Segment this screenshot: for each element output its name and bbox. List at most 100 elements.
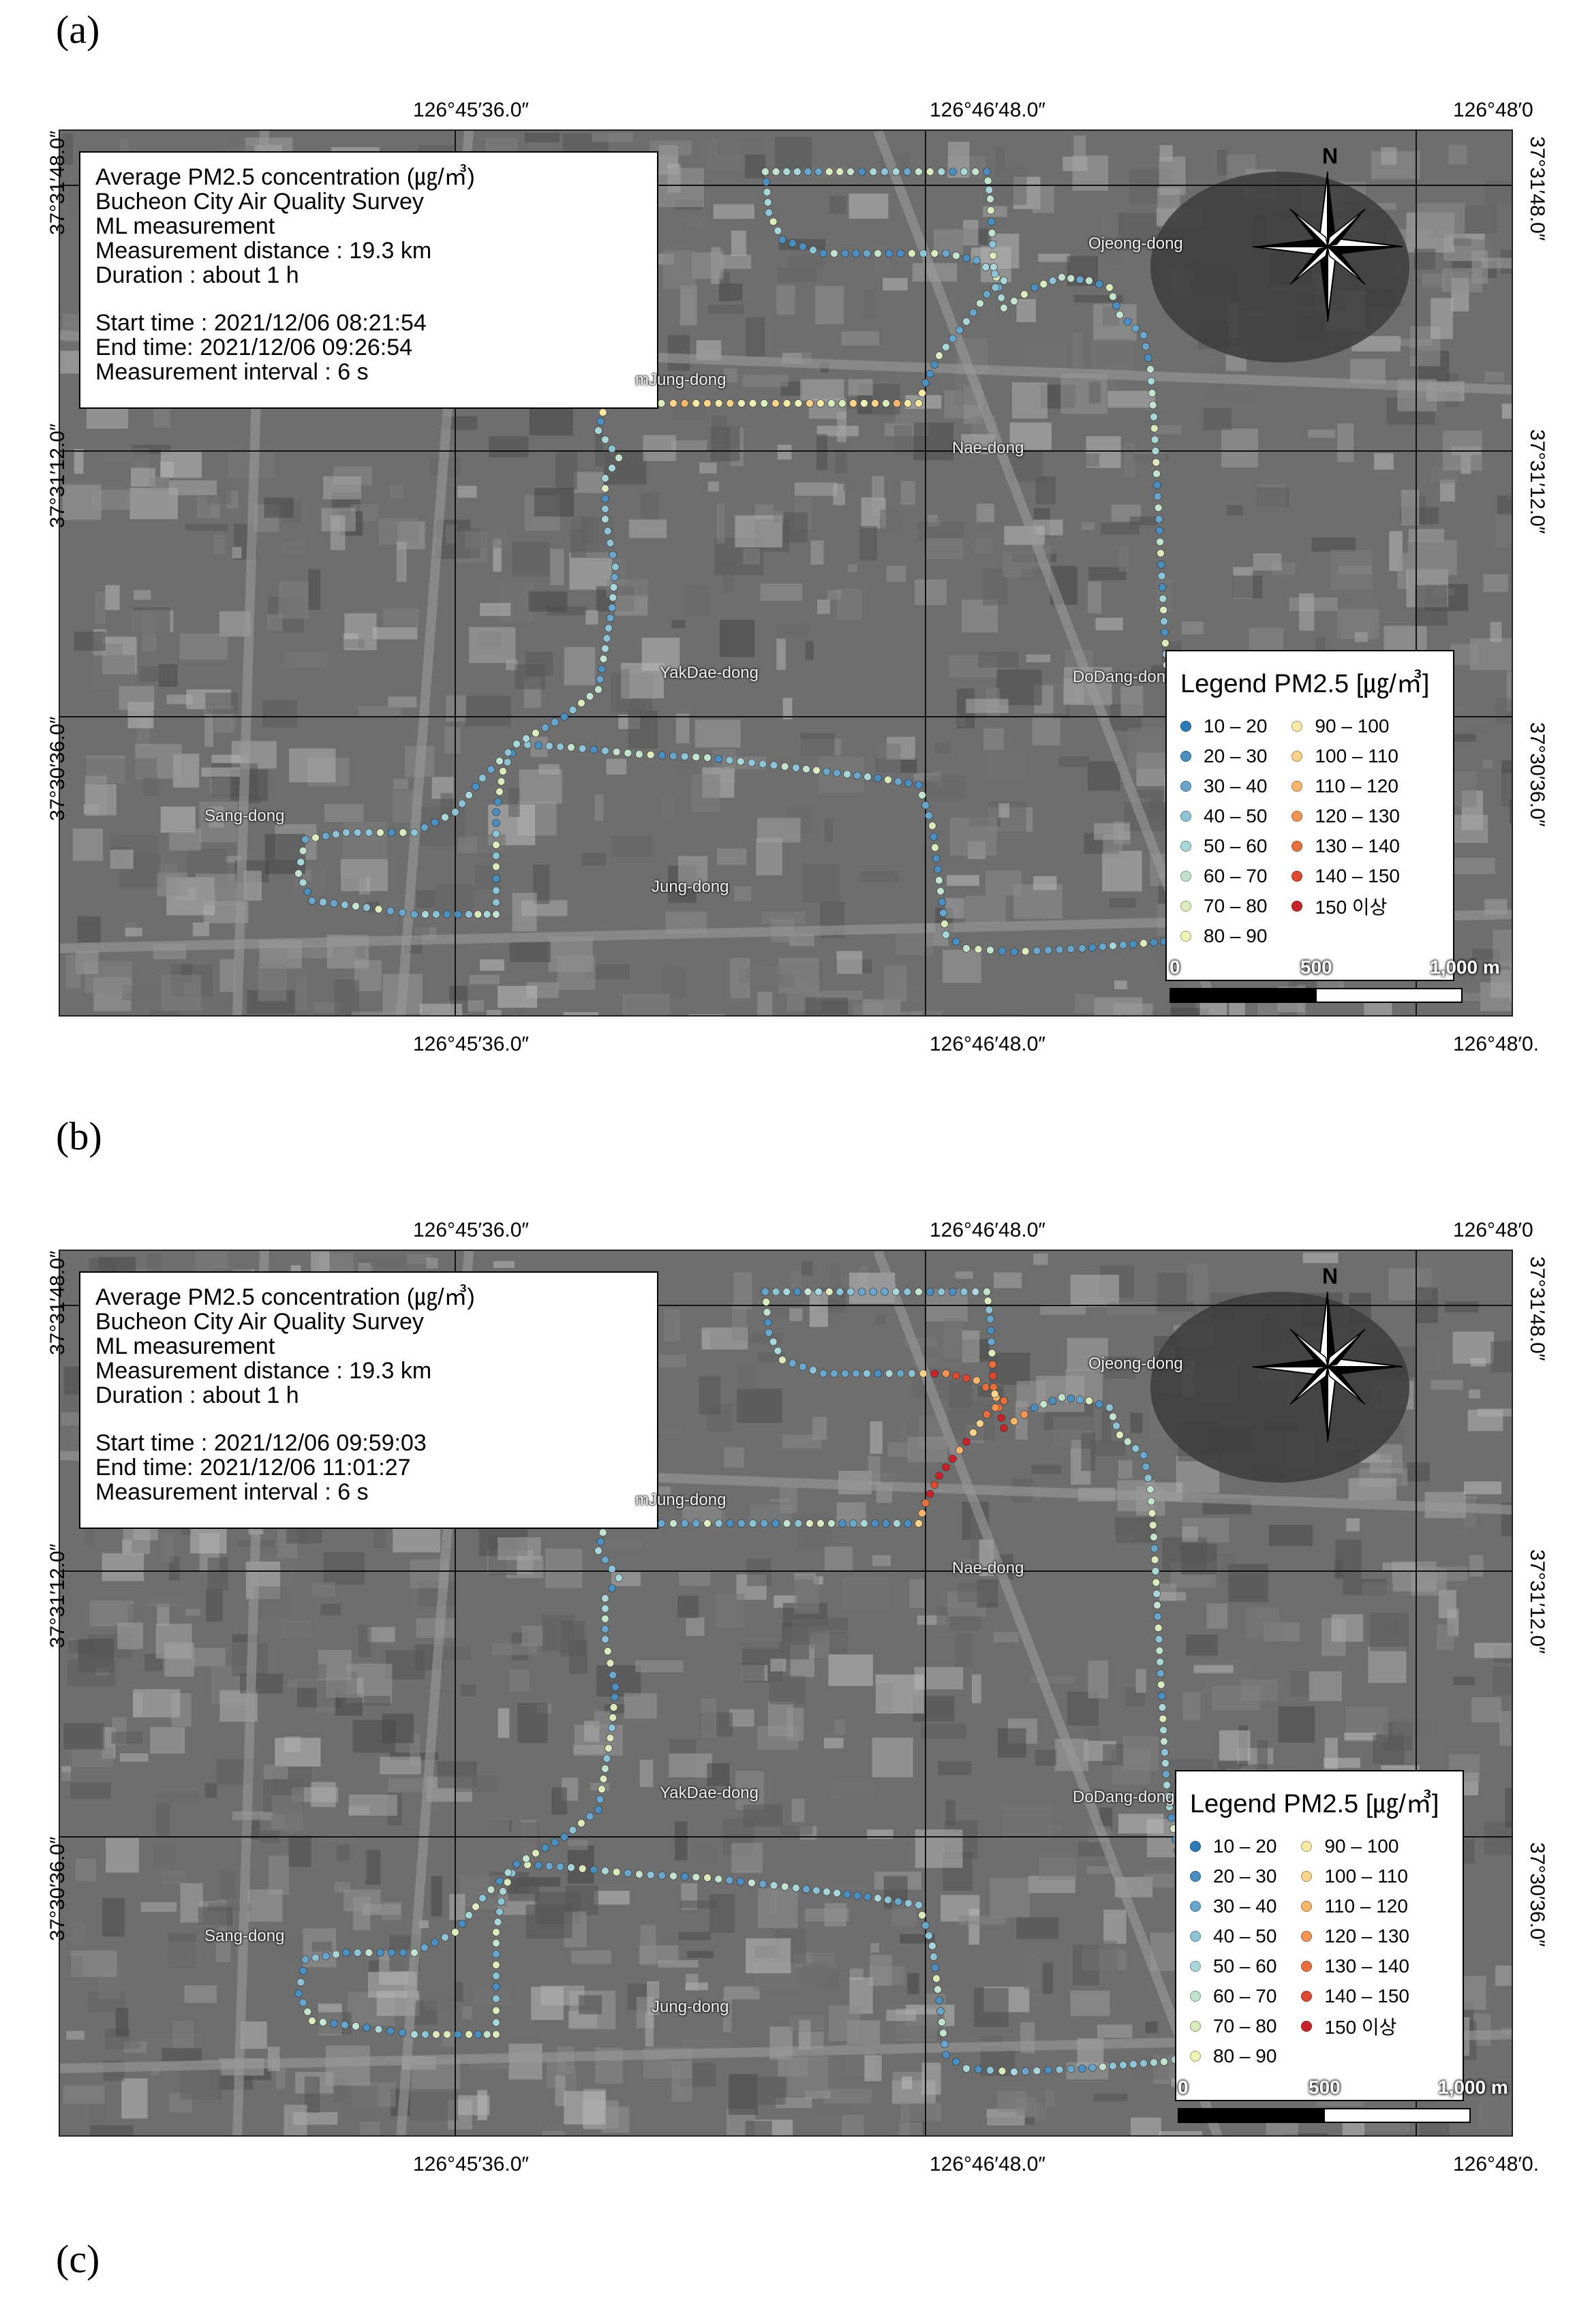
measurement-point [780,762,789,771]
measurement-point [567,1863,575,1872]
measurement-point [487,765,495,774]
legend-box-b: Legend PM2.5 [㎍/㎥] 10 – 20 20 – 30 30 – 40… [1175,1770,1464,2101]
measurement-point [635,750,643,758]
measurement-point [601,1555,609,1564]
measurement-point [594,1806,602,1814]
measurement-point [1085,277,1093,285]
measurement-point [804,1288,812,1296]
measurement-point [884,1895,892,1904]
measurement-point [495,788,504,796]
measurement-point [513,1860,521,1868]
measurement-point [974,945,983,954]
measurement-point [973,1376,981,1384]
legend-item: 20 – 30 [1180,745,1267,768]
measurement-point [763,1318,772,1327]
measurement-point [504,1868,513,1877]
measurement-point [431,1938,439,1947]
measurement-point [1131,324,1140,332]
measurement-point [918,1509,926,1517]
measurement-point [458,799,466,808]
measurement-point [601,1635,609,1643]
legend-swatch [1291,721,1303,732]
measurement-point [915,1901,923,1909]
measurement-point [904,1899,913,1908]
measurement-point [794,1519,803,1528]
district-nae: Nae-dong [952,439,1024,457]
legend-item: 50 – 60 [1180,835,1267,858]
measurement-point [838,1519,846,1528]
scale-mid: 500 [1300,957,1332,978]
measurement-point [825,1288,834,1296]
measurement-point [608,1724,616,1732]
measurement-point [903,1288,912,1296]
measurement-point [1021,947,1030,955]
measurement-point [342,1949,350,1957]
legend-swatch [1190,2021,1201,2032]
measurement-point [493,1918,502,1926]
measurement-point [352,2022,360,2030]
measurement-point [941,920,949,928]
measurement-point [1157,572,1166,580]
measurement-point [748,1519,757,1528]
legend-swatch [1291,871,1303,882]
measurement-point [615,1574,623,1582]
measurement-point [398,908,407,917]
north-arrow-icon: N [1252,144,1403,322]
legend-swatch [1301,1991,1313,2002]
measurement-point [871,399,879,407]
measurement-point [846,1288,855,1296]
measurement-point [330,2019,338,2028]
measurement-point [998,946,1007,955]
measurement-point [891,168,900,176]
measurement-point [608,464,616,472]
measurement-point [765,208,773,217]
legend-label: 30 – 40 [1213,1895,1277,1917]
measurement-point [760,1519,769,1528]
measurement-point [492,1983,500,1991]
measurement-point [596,675,605,683]
measurement-point [492,819,500,827]
measurement-point [908,1369,916,1378]
legend-item: 80 – 90 [1190,2045,1276,2068]
measurement-point [769,1337,778,1346]
measurement-point [714,399,723,407]
legend-item: 70 – 80 [1180,895,1267,918]
measurement-point [921,379,930,387]
legend-item: 40 – 50 [1180,805,1267,828]
measurement-point [322,832,330,840]
measurement-point [942,1369,950,1378]
measurement-point [635,1870,643,1878]
measurement-point [778,236,786,244]
measurement-point [1159,1714,1167,1723]
measurement-point [860,1519,868,1528]
measurement-point [830,1369,838,1378]
measurement-point [1140,1451,1148,1459]
legend-label: 10 – 20 [1213,1835,1277,1857]
measurement-point [1105,283,1114,292]
district-mjung: mJung-dong [635,1491,727,1509]
measurement-point [814,1288,823,1296]
measurement-point [612,1868,621,1876]
measurement-point [1150,1544,1159,1553]
measurement-point [769,1881,778,1890]
measurement-point [1021,2067,1030,2075]
measurement-point [1157,1669,1165,1677]
measurement-point [763,198,772,206]
measurement-point [1044,946,1052,955]
bottom-tick-1: 126°45′36.0″ [413,1033,530,1055]
measurement-point [454,2030,462,2039]
measurement-point [726,399,735,407]
measurement-point [869,168,878,176]
measurement-point [294,1989,303,1998]
measurement-point [904,1519,912,1528]
legend-swatch [1180,841,1191,852]
measurement-point [903,168,912,176]
measurement-point [802,765,810,773]
measurement-point [1150,413,1158,421]
measurement-point [353,1949,362,1957]
measurement-point [973,256,981,264]
measurement-point [578,1864,587,1873]
measurement-point [472,782,480,791]
measurement-point [602,634,611,642]
measurement-point [311,833,320,842]
